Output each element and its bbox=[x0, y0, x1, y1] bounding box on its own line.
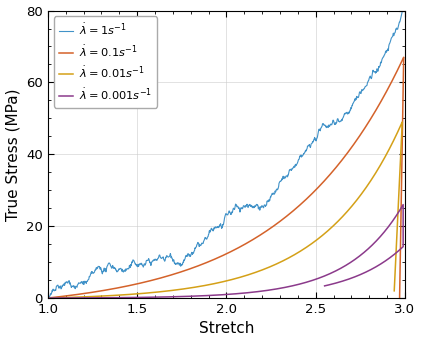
$\dot{\lambda} = 0.01s^{-1}$ bbox=[400, 129, 405, 133]
$\dot{\lambda} = 0.001s^{-1}$ bbox=[95, 296, 100, 300]
$\dot{\lambda} = 1s^{-1}$ bbox=[290, 167, 295, 171]
$\dot{\lambda} = 0.001s^{-1}$ bbox=[240, 291, 245, 295]
$\dot{\lambda} = 1s^{-1}$ bbox=[82, 280, 87, 284]
$\dot{\lambda} = 0.01s^{-1}$ bbox=[342, 212, 347, 216]
$\dot{\lambda} = 0.001s^{-1}$ bbox=[322, 284, 327, 288]
Line: $\dot{\lambda} = 0.001s^{-1}$: $\dot{\lambda} = 0.001s^{-1}$ bbox=[48, 205, 403, 298]
$\dot{\lambda} = 0.1s^{-1}$ bbox=[401, 67, 406, 71]
$\dot{\lambda} = 0.01s^{-1}$ bbox=[376, 167, 381, 171]
$\dot{\lambda} = 1s^{-1}$ bbox=[401, 9, 406, 13]
X-axis label: Stretch: Stretch bbox=[199, 321, 254, 337]
$\dot{\lambda} = 0.1s^{-1}$ bbox=[357, 134, 362, 138]
$\dot{\lambda} = 0.01s^{-1}$ bbox=[400, 120, 405, 124]
$\dot{\lambda} = 0.001s^{-1}$ bbox=[401, 202, 406, 207]
$\dot{\lambda} = 0.01s^{-1}$ bbox=[45, 296, 51, 300]
$\dot{\lambda} = 1s^{-1}$ bbox=[202, 237, 207, 241]
$\dot{\lambda} = 1s^{-1}$ bbox=[329, 123, 334, 127]
$\dot{\lambda} = 0.01s^{-1}$ bbox=[356, 196, 361, 200]
$\dot{\lambda} = 0.1s^{-1}$ bbox=[400, 144, 405, 148]
$\dot{\lambda} = 0.1s^{-1}$ bbox=[344, 153, 349, 157]
$\dot{\lambda} = 0.001s^{-1}$ bbox=[45, 296, 51, 300]
$\dot{\lambda} = 0.1s^{-1}$ bbox=[45, 296, 51, 300]
$\dot{\lambda} = 0.001s^{-1}$ bbox=[389, 220, 394, 224]
$\dot{\lambda} = 0.01s^{-1}$ bbox=[126, 292, 131, 297]
$\dot{\lambda} = 0.01s^{-1}$ bbox=[392, 289, 397, 293]
$\dot{\lambda} = 0.001s^{-1}$ bbox=[370, 242, 376, 246]
Line: $\dot{\lambda} = 1s^{-1}$: $\dot{\lambda} = 1s^{-1}$ bbox=[48, 11, 404, 298]
$\dot{\lambda} = 1s^{-1}$ bbox=[45, 296, 51, 300]
$\dot{\lambda} = 0.001s^{-1}$ bbox=[164, 295, 169, 299]
$\dot{\lambda} = 0.1s^{-1}$ bbox=[397, 296, 402, 300]
$\dot{\lambda} = 0.1s^{-1}$ bbox=[127, 284, 132, 288]
$\dot{\lambda} = 1s^{-1}$ bbox=[189, 250, 194, 254]
$\dot{\lambda} = 0.1s^{-1}$ bbox=[401, 55, 406, 59]
Line: $\dot{\lambda} = 0.01s^{-1}$: $\dot{\lambda} = 0.01s^{-1}$ bbox=[48, 122, 402, 298]
$\dot{\lambda} = 0.001s^{-1}$ bbox=[370, 266, 375, 271]
$\dot{\lambda} = 0.1s^{-1}$ bbox=[377, 102, 382, 106]
$\dot{\lambda} = 1s^{-1}$ bbox=[323, 123, 328, 128]
Y-axis label: True Stress (MPa): True Stress (MPa) bbox=[5, 88, 21, 221]
Line: $\dot{\lambda} = 0.1s^{-1}$: $\dot{\lambda} = 0.1s^{-1}$ bbox=[48, 57, 404, 298]
$\dot{\lambda} = 1s^{-1}$ bbox=[401, 9, 406, 13]
$\dot{\lambda} = 0.01s^{-1}$ bbox=[397, 182, 402, 186]
Legend: $\dot{\lambda} = 1s^{-1}$, $\dot{\lambda} = 0.1s^{-1}$, $\dot{\lambda} = 0.01s^{: $\dot{\lambda} = 1s^{-1}$, $\dot{\lambda… bbox=[53, 16, 157, 108]
